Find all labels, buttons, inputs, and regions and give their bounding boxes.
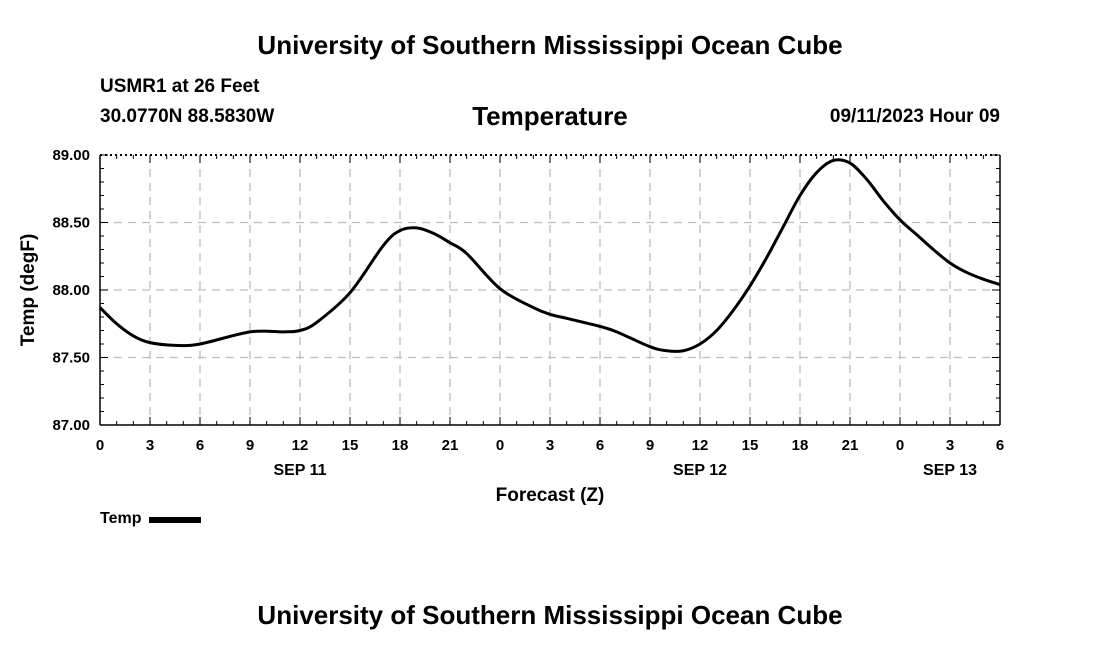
legend-label: Temp [100, 510, 142, 527]
y-tick-label: 87.00 [52, 417, 90, 434]
datetime-label: 09/11/2023 Hour 09 [829, 106, 1000, 127]
x-tick-label: 9 [646, 437, 654, 454]
station-label: USMR1 at 26 Feet [100, 76, 260, 97]
x-tick-label: 21 [442, 437, 459, 454]
date-label: SEP 11 [273, 462, 326, 479]
date-label: SEP 12 [673, 462, 727, 479]
coordinates-label: 30.0770N 88.5830W [100, 106, 275, 127]
x-tick-label: 12 [692, 437, 709, 454]
x-tick-label: 0 [896, 437, 904, 454]
x-tick-label: 15 [342, 437, 359, 454]
x-tick-label: 9 [246, 437, 254, 454]
x-tick-label: 21 [842, 437, 859, 454]
y-tick-label: 87.50 [52, 350, 90, 367]
date-label: SEP 13 [923, 462, 977, 479]
x-tick-label: 18 [792, 437, 809, 454]
x-tick-label: 0 [96, 437, 104, 454]
x-tick-label: 6 [596, 437, 604, 454]
x-tick-label: 6 [196, 437, 204, 454]
legend-swatch [149, 517, 202, 523]
x-tick-label: 18 [392, 437, 409, 454]
top-title: University of Southern Mississippi Ocean… [257, 30, 843, 60]
x-axis-title: Forecast (Z) [496, 485, 605, 506]
chart-title: Temperature [472, 101, 628, 131]
grid [100, 155, 1000, 425]
y-tick-label: 88.00 [52, 282, 90, 299]
x-tick-label: 6 [996, 437, 1004, 454]
temperature-chart: 0 3 6 9 12 15 18 21 0 3 6 9 12 15 18 21 0 3 6 87.00 87.50 88.… [18, 147, 1004, 506]
x-tick-label: 15 [742, 437, 759, 454]
bottom-title: University of Southern Mississippi Ocean… [257, 600, 843, 630]
axis-labels: 0 3 6 9 12 15 18 21 0 3 6 9 12 15 18 21 0 3 6 87.00 87.50 88.… [18, 147, 1004, 506]
series-layer [98, 158, 1001, 353]
y-axis-title: Temp (degF) [18, 234, 39, 347]
x-tick-label: 3 [146, 437, 154, 454]
series-line-temp [98, 158, 1001, 353]
legend: Temp [100, 510, 202, 528]
y-tick-label: 88.50 [52, 215, 90, 232]
y-tick-label: 89.00 [52, 147, 90, 164]
x-tick-label: 3 [946, 437, 954, 454]
x-tick-label: 12 [292, 437, 309, 454]
x-tick-label: 0 [496, 437, 504, 454]
axes [99, 154, 1001, 426]
x-tick-label: 3 [546, 437, 554, 454]
